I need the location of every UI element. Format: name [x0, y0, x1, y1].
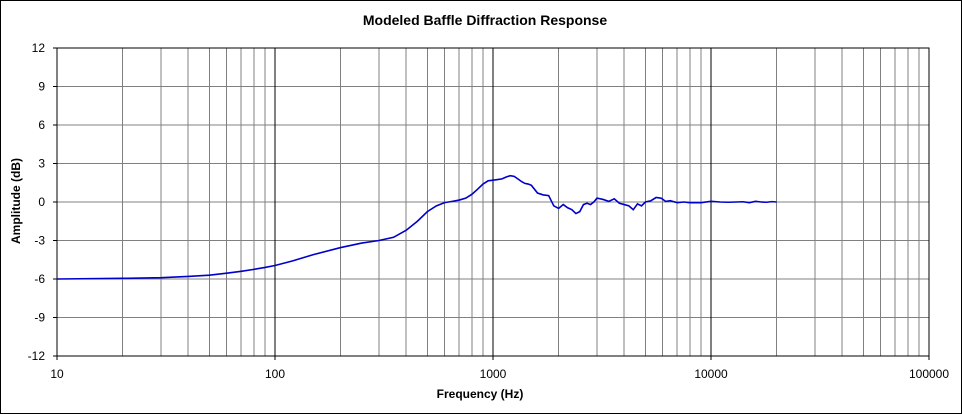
x-tick-label: 1000 — [480, 367, 507, 381]
chart-title: Modeled Baffle Diffraction Response — [363, 12, 607, 28]
series-line — [56, 174, 777, 280]
y-tick-label: 12 — [32, 41, 46, 55]
x-tick-label: 100 — [265, 367, 285, 381]
x-axis-ticks: 10 100 1000 10000 100000 — [50, 356, 949, 381]
y-tick-label: -9 — [34, 311, 45, 325]
x-tick-label: 10 — [50, 367, 64, 381]
y-tick-label: 0 — [38, 195, 45, 209]
y-tick-label: 6 — [38, 118, 45, 132]
y-axis-title: Amplitude (dB) — [9, 158, 23, 244]
y-tick-label: -3 — [34, 234, 45, 248]
y-axis-ticks: 12 9 6 3 0 -3 -6 -9 -12 — [28, 41, 57, 363]
y-tick-label: -12 — [28, 349, 46, 363]
x-tick-label: 10000 — [694, 367, 728, 381]
y-tick-label: 3 — [38, 157, 45, 171]
x-tick-label: 100000 — [909, 367, 949, 381]
y-tick-label: 9 — [38, 80, 45, 94]
y-tick-label: -6 — [34, 272, 45, 286]
x-axis-title: Frequency (Hz) — [437, 387, 524, 401]
